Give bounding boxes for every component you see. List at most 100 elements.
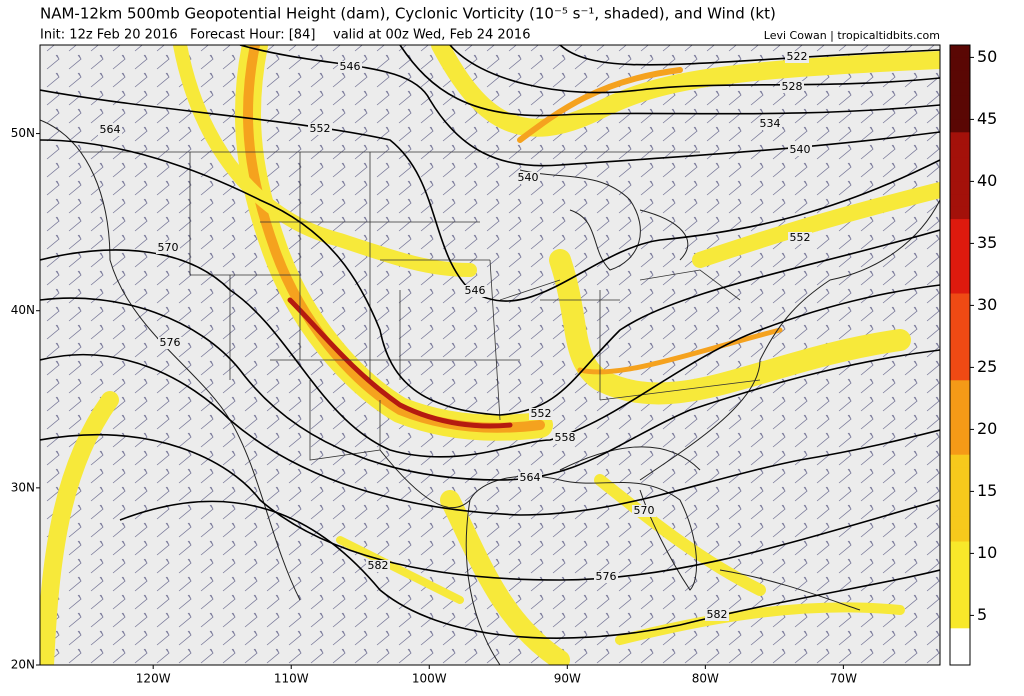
colorbar-segment <box>950 479 970 492</box>
colorbar-label: 25 <box>977 357 997 376</box>
map-area: 5225285345405405465525465525525585645645… <box>40 45 940 665</box>
contour-label: 576 <box>160 336 181 349</box>
contour-label-bg <box>788 232 812 244</box>
colorbar-segment <box>950 404 970 418</box>
lon-label: 90W <box>554 672 581 686</box>
colorbar-segment <box>950 169 970 182</box>
contour-label: 522 <box>787 50 808 63</box>
contour-label: 570 <box>634 504 655 517</box>
lon-label: 120W <box>136 672 171 686</box>
colorbar-segment <box>950 255 970 269</box>
forecast-hour: Forecast Hour: [84] <box>190 28 315 43</box>
colorbar-segment <box>950 268 970 282</box>
colorbar-segment <box>950 82 970 96</box>
valid-time: valid at 00z Wed, Feb 24 2016 <box>333 28 530 43</box>
lat-label: 50N <box>11 126 35 140</box>
colorbar-segment <box>950 590 970 604</box>
colorbar-segment <box>950 503 970 517</box>
colorbar-segment <box>950 553 970 567</box>
contour-label: 582 <box>707 608 728 621</box>
colorbar-segment <box>950 317 970 331</box>
contour-label: 546 <box>340 60 361 73</box>
colorbar-segment <box>950 355 970 368</box>
contour-label-bg <box>308 123 332 135</box>
colorbar-segment <box>950 367 970 381</box>
colorbar-segment <box>950 417 970 430</box>
contour-label-bg <box>516 172 540 184</box>
colorbar-segment <box>950 330 970 344</box>
contour-label-bg <box>158 337 182 349</box>
colorbar-segment <box>950 156 970 170</box>
colorbar-segment <box>950 603 970 616</box>
contour-label: 564 <box>520 471 541 484</box>
contour-label-bg <box>785 51 809 63</box>
colorbar: 5 10 15 20 25 30 35 40 45 50 <box>949 44 997 666</box>
contour-label-bg <box>780 81 804 93</box>
credit: Levi Cowan | tropicaltidbits.com <box>764 29 940 42</box>
colorbar-segment <box>950 45 970 58</box>
colorbar-segment <box>950 466 970 480</box>
contour-label-bg <box>758 118 782 130</box>
colorbar-segment <box>950 305 970 319</box>
contour-label: 552 <box>310 122 331 135</box>
colorbar-segment <box>950 640 970 654</box>
colorbar-segment <box>950 231 970 244</box>
colorbar-segment <box>950 193 970 207</box>
colorbar-segment <box>950 57 970 71</box>
colorbar-frame <box>949 44 971 666</box>
lat-label: 30N <box>11 480 35 494</box>
colorbar-label: 20 <box>977 419 997 438</box>
colorbar-label: 45 <box>977 109 997 128</box>
contour-label: 570 <box>158 241 179 254</box>
init-time: Init: 12z Feb 20 2016 <box>40 28 178 43</box>
colorbar-segment <box>950 206 970 220</box>
contour-label-bg <box>518 472 542 484</box>
colorbar-segment <box>950 94 970 108</box>
contour-label-bg <box>156 242 180 254</box>
colorbar-label: 35 <box>977 233 997 252</box>
contour-label: 564 <box>100 123 121 136</box>
colorbar-segment <box>950 293 970 306</box>
colorbar-segment <box>950 454 970 468</box>
colorbar-segment <box>950 627 970 641</box>
contour-label-bg <box>632 505 656 517</box>
map-axes: 50N 40N 30N 20N 120W 110W 100W 90W 80W 70W <box>11 126 857 685</box>
colorbar-segment <box>950 565 970 579</box>
colorbar-segment <box>950 218 970 232</box>
colorbar-segment <box>950 342 970 356</box>
contour-label: 528 <box>782 80 803 93</box>
contour-label: 582 <box>368 559 389 572</box>
colorbar-segment <box>950 181 970 195</box>
colorbar-label: 30 <box>977 295 997 314</box>
colorbar-segment <box>950 379 970 393</box>
colorbar-segment <box>950 392 970 406</box>
lon-label: 100W <box>412 672 447 686</box>
contour-label-bg <box>705 609 729 621</box>
lat-label: 40N <box>11 303 35 317</box>
title: NAM-12km 500mb Geopotential Height (dam)… <box>40 5 776 23</box>
colorbar-segment <box>950 541 970 554</box>
colorbar-segment <box>950 119 970 133</box>
colorbar-segment <box>950 280 970 294</box>
colorbar-segment <box>950 528 970 542</box>
colorbar-label: 15 <box>977 481 997 500</box>
contour-label: 546 <box>465 284 486 297</box>
contour-label: 540 <box>518 171 539 184</box>
contour-label: 540 <box>790 143 811 156</box>
colorbar-segment <box>950 107 970 120</box>
contour-labels: 5225285345405405465525465525525585645645… <box>98 50 812 621</box>
lon-label: 80W <box>692 672 719 686</box>
contour-label-bg <box>788 144 812 156</box>
colorbar-segment <box>950 441 970 455</box>
contour-label: 576 <box>596 570 617 583</box>
contour-label-bg <box>594 571 618 583</box>
contour-label-bg <box>553 432 577 444</box>
contour-label-bg <box>98 124 122 136</box>
contour-label: 552 <box>531 407 552 420</box>
contour-label-bg <box>366 560 390 572</box>
colorbar-segment <box>950 615 970 629</box>
colorbar-label: 5 <box>977 605 987 624</box>
borders <box>40 119 940 665</box>
colorbar-segment <box>950 516 970 530</box>
